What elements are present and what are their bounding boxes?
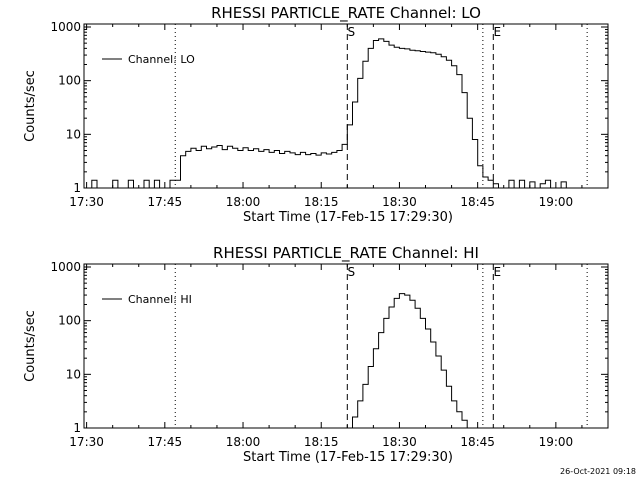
panel-1-x-tick-label: 18:15 — [304, 195, 339, 209]
panel-2-x-tick-label: 18:00 — [226, 435, 261, 449]
panel-1-title: RHESSI PARTICLE_RATE Channel: LO — [211, 4, 481, 23]
panel-1-x-tick-label: 17:45 — [148, 195, 183, 209]
panel-1-x-tick-label: 18:30 — [382, 195, 417, 209]
panel-2-y-tick-label: 10 — [66, 367, 81, 381]
panel-1-y-tick-label: 10 — [66, 127, 81, 141]
panel-2-frame — [83, 263, 609, 429]
panel-1-series-1-line — [86, 38, 577, 188]
panel-2-y-axis-label: Counts/sec — [23, 310, 38, 382]
panel-2-x-tick-label: 18:45 — [460, 435, 495, 449]
panel-2-x-tick-label: 17:45 — [148, 435, 183, 449]
panel-2-marker-s-label: S — [347, 265, 355, 279]
panel-1-x-tick-label: 19:00 — [539, 195, 574, 209]
panel-2-y-tick-label: 1 — [73, 421, 81, 435]
panel-2-title: RHESSI PARTICLE_RATE Channel: HI — [213, 244, 479, 263]
panel-1: RHESSI PARTICLE_RATE Channel: LO 17:30 17:… — [23, 4, 609, 225]
panel-2-marker-e-label: E — [493, 265, 501, 279]
panel-1-legend-label: Channel: LO — [128, 53, 195, 66]
panel-2-series-1-line — [347, 293, 473, 428]
panel-1-x-axis-label: Start Time (17-Feb-15 17:29:30) — [243, 210, 453, 225]
panel-1-y-tick-label: 1 — [73, 181, 81, 195]
panel-2-x-tick-label: 17:30 — [69, 435, 104, 449]
panel-2-y-tick-label: 1000 — [50, 260, 81, 274]
panel-2-legend-label: Channel: HI — [128, 293, 192, 306]
panel-1-frame — [83, 23, 609, 189]
panel-1-x-tick-label: 18:00 — [226, 195, 261, 209]
panel-2: RHESSI PARTICLE_RATE Channel: HI 17:30 17:… — [23, 244, 609, 465]
panel-2-x-tick-label: 19:00 — [539, 435, 574, 449]
panel-2-x-axis-label: Start Time (17-Feb-15 17:29:30) — [243, 450, 453, 465]
panel-2-x-tick-label: 18:30 — [382, 435, 417, 449]
panel-1-y-tick-label: 100 — [58, 74, 81, 88]
panel-1-x-tick-label: 17:30 — [69, 195, 104, 209]
panel-1-marker-e-label: E — [493, 25, 501, 39]
plot-timestamp: 26-Oct-2021 09:18 — [560, 467, 636, 476]
panel-1-marker-s-label: S — [347, 25, 355, 39]
panel-1-y-tick-label: 1000 — [50, 20, 81, 34]
panel-1-x-tick-label: 18:45 — [460, 195, 495, 209]
panel-2-x-tick-label: 18:15 — [304, 435, 339, 449]
panel-1-y-axis-label: Counts/sec — [23, 70, 38, 142]
panel-2-y-tick-label: 100 — [58, 314, 81, 328]
